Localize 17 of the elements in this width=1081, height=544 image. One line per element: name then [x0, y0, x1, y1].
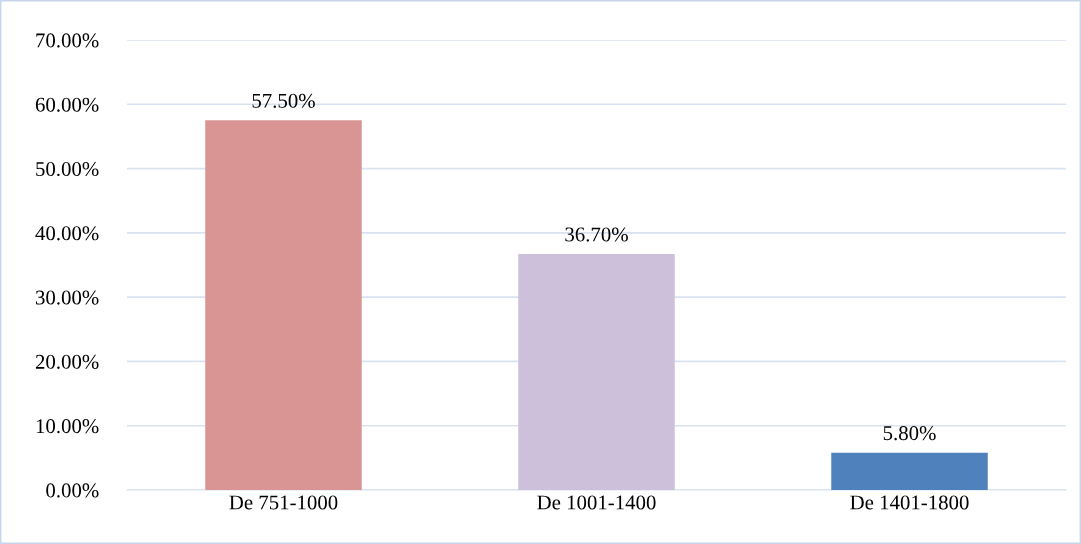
- y-tick-label: 70.00%: [36, 33, 99, 48]
- y-tick-label: 10.00%: [36, 419, 99, 434]
- x-tick-label: De 1401-1800: [850, 495, 969, 510]
- data-label: 36.70%: [565, 227, 628, 242]
- data-label: 57.50%: [252, 93, 315, 108]
- data-label: 5.80%: [883, 426, 936, 441]
- y-tick-label: 30.00%: [35, 290, 99, 305]
- y-tick-label: 50.00%: [36, 161, 99, 177]
- y-tick-label: 40.00%: [35, 226, 99, 241]
- bar: [205, 120, 362, 490]
- y-tick-label: 20.00%: [35, 354, 99, 369]
- bar: [518, 254, 675, 490]
- y-tick-label: 60.00%: [35, 97, 99, 112]
- x-tick-label: De 751-1000: [229, 495, 338, 510]
- x-tick-label: De 1001-1400: [537, 495, 656, 510]
- bar: [831, 452, 988, 490]
- y-tick-label: 0.00%: [46, 483, 99, 498]
